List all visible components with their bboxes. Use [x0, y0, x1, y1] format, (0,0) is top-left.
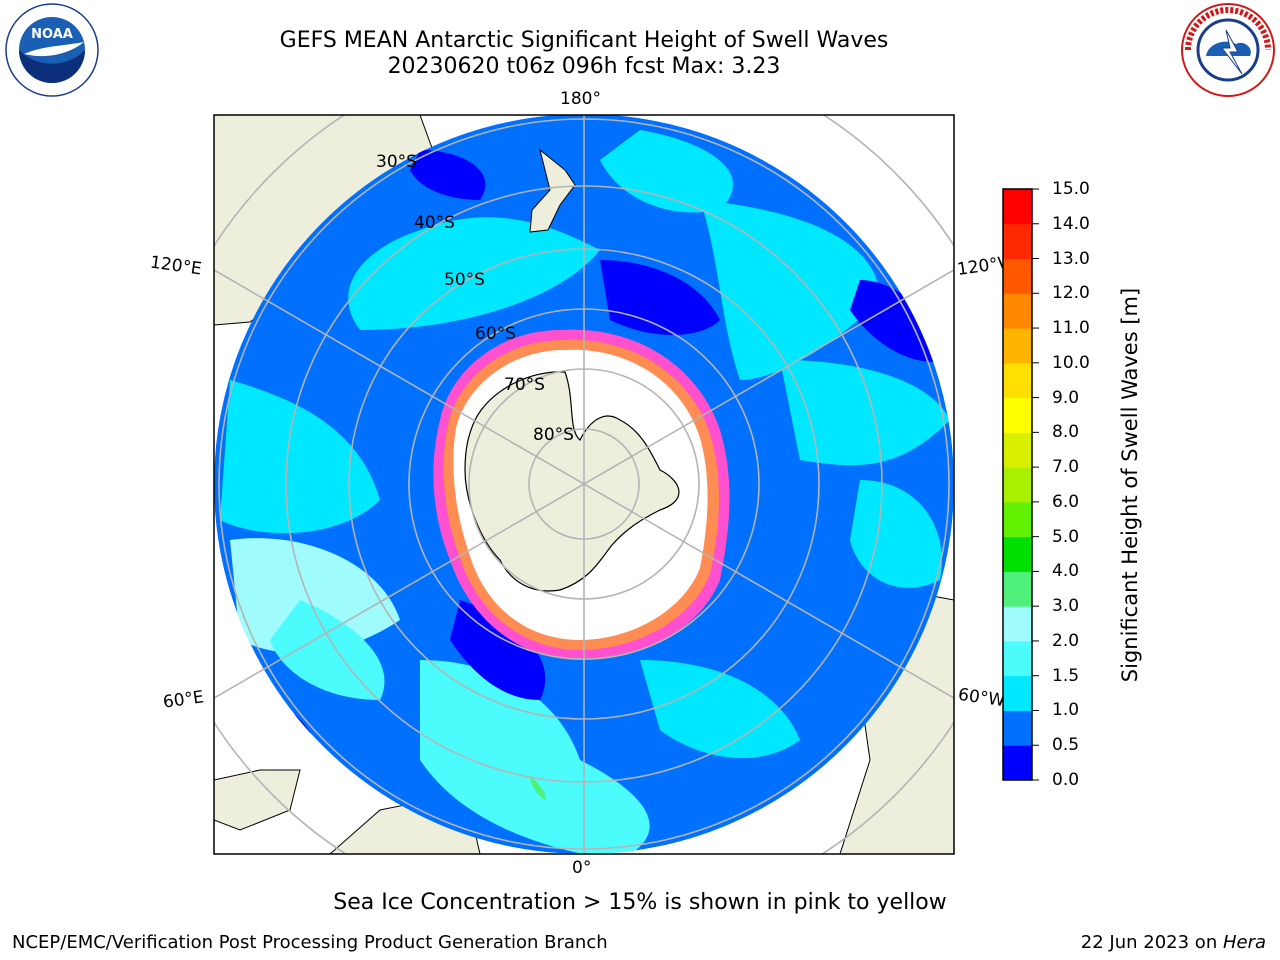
colorbar-tick-label: 11.0 — [1052, 318, 1090, 339]
colorbar-tick-label: 8.0 — [1052, 422, 1080, 443]
colorbar-segment — [1003, 536, 1032, 572]
credit-date: 22 Jun 2023 on Hera — [1081, 932, 1266, 953]
colorbar-segment — [1003, 571, 1032, 607]
credit-host: Hera — [1222, 932, 1266, 953]
sea-ice-caption: Sea Ice Concentration > 15% is shown in … — [333, 890, 947, 915]
colorbar-label: Significant Height of Swell Waves [m] — [1118, 287, 1142, 683]
colorbar-tick-label: 2.0 — [1052, 630, 1080, 651]
noaa-logo-text: NOAA — [31, 27, 73, 42]
lon-label-180: 180° — [560, 89, 601, 109]
colorbar-segment — [1003, 258, 1032, 294]
chart-title: GEFS MEAN Antarctic Significant Height o… — [279, 28, 889, 53]
colorbar-segment — [1003, 745, 1032, 781]
graticule — [214, 115, 954, 854]
colorbar-tick-label: 1.5 — [1052, 665, 1080, 686]
chart-subtitle: 20230620 t06z 096h fcst Max: 3.23 — [387, 54, 781, 79]
lat-label-50s: 50°S — [444, 270, 485, 290]
colorbar-tick-label: 0.0 — [1052, 770, 1080, 790]
colorbar-tick-label: 13.0 — [1052, 248, 1090, 269]
colorbar-frame — [1002, 188, 1033, 781]
colorbar-tick-label: 9.0 — [1052, 387, 1080, 408]
map-frame — [213, 114, 955, 855]
credit-date-text: 22 Jun 2023 on — [1080, 932, 1223, 953]
lat-label-60s: 60°S — [475, 324, 516, 344]
colorbar-segment — [1003, 189, 1032, 225]
colorbar-tick-label: 3.0 — [1052, 596, 1080, 617]
lat-label-30s: 30°S — [376, 152, 417, 172]
lon-label-0: 0° — [572, 858, 592, 878]
colorbar-segment — [1003, 293, 1032, 329]
lat-label-70s: 70°S — [504, 375, 545, 395]
colorbar-segment — [1003, 328, 1032, 364]
colorbar-tick-label: 4.0 — [1052, 561, 1080, 582]
colorbar-segment — [1003, 362, 1032, 399]
colorbar-segment — [1003, 675, 1032, 711]
credit-branch: NCEP/EMC/Verification Post Processing Pr… — [12, 932, 608, 953]
lat-label-80s: 80°S — [533, 425, 574, 445]
colorbar-tick-label: 10.0 — [1052, 352, 1090, 373]
colorbar-tick-label: 0.5 — [1052, 735, 1080, 756]
colorbar-segment — [1003, 397, 1032, 433]
lat-label-40s: 40°S — [414, 213, 455, 233]
colorbar-segment — [1003, 640, 1032, 677]
colorbar-tick-label: 5.0 — [1052, 526, 1080, 547]
colorbar-segment — [1003, 710, 1032, 746]
colorbar-segment — [1003, 606, 1032, 642]
colorbar-tick-label: 7.0 — [1052, 457, 1080, 478]
colorbar-tick-label: 1.0 — [1052, 700, 1080, 721]
noaa-logo-icon: NOAA — [5, 3, 99, 97]
colorbar-tick-label: 12.0 — [1052, 283, 1090, 304]
colorbar-tick-label: 14.0 — [1052, 213, 1090, 234]
colorbar-segment — [1003, 223, 1032, 260]
colorbar-segment — [1003, 432, 1032, 468]
colorbar-segment — [1003, 467, 1032, 503]
colorbar-tick-label: 6.0 — [1052, 491, 1080, 512]
colorbar-segment — [1003, 501, 1032, 538]
national-weather-service-logo-icon — [1181, 3, 1275, 97]
colorbar-tick-label: 15.0 — [1052, 179, 1090, 199]
